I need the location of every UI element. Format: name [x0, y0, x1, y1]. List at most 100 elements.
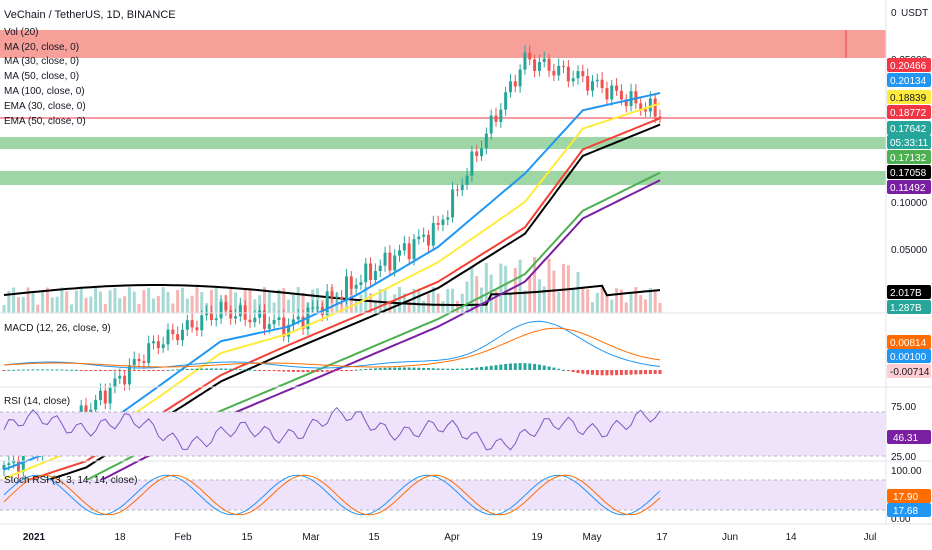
macd-histogram-bar — [590, 370, 594, 375]
stoch-k-tag-text: 17.90 — [893, 492, 918, 503]
candle-body — [562, 65, 566, 67]
macd-histogram-bar — [359, 369, 363, 371]
price-axis-zero: 0 — [891, 8, 897, 19]
volume-bar — [629, 292, 633, 313]
volume-bar — [422, 300, 426, 313]
candle-body — [354, 284, 358, 289]
volume-bar — [605, 294, 609, 313]
volume-bar — [287, 299, 291, 313]
support-zone — [0, 137, 886, 149]
macd-histogram-bar — [383, 367, 387, 370]
candle-body — [94, 399, 98, 410]
volume-bar — [132, 291, 136, 313]
indicator-label-ma30[interactable]: MA (30, close, 0) — [4, 56, 79, 67]
candle-body — [610, 85, 614, 100]
price-tag — [887, 105, 931, 119]
macd-histogram-bar — [311, 370, 315, 373]
candle-body — [118, 375, 122, 379]
candle-body — [557, 65, 561, 76]
macd-histogram-bar — [325, 370, 329, 372]
volume-bar — [383, 288, 387, 313]
indicator-label-ma50[interactable]: MA (50, close, 0) — [4, 71, 79, 82]
candle-body — [455, 189, 459, 191]
macd-histogram-bar — [470, 367, 474, 370]
rsi-tick: 25.00 — [891, 452, 916, 463]
currency-label[interactable]: USDT — [901, 8, 928, 19]
volume-bar — [417, 288, 421, 313]
volume-bar — [108, 290, 112, 313]
price-tick: 0.10000 — [891, 198, 928, 209]
stoch-rsi-label[interactable]: Stoch RSI (3, 3, 14, 14, close) — [4, 475, 137, 486]
macd-tag-text: 0.00814 — [890, 338, 927, 349]
volume-bar — [537, 279, 541, 313]
chart-title: VeChain / TetherUS, 1D, BINANCE — [4, 9, 176, 21]
price-tag — [887, 121, 931, 135]
candle-body — [190, 320, 194, 328]
macd-histogram-bar — [316, 370, 320, 372]
macd-histogram-bar — [547, 366, 551, 370]
volume-bar — [161, 287, 165, 313]
volume-bar — [644, 299, 648, 313]
macd-pane — [2, 320, 662, 376]
indicator-label-ema50[interactable]: EMA (50, close, 0) — [4, 116, 86, 127]
volume-bar — [398, 287, 402, 313]
volume-bar — [590, 302, 594, 313]
macd-histogram-bar — [335, 370, 339, 372]
stoch-k-tag — [887, 489, 931, 503]
volume-bar — [648, 288, 652, 313]
date-tick: 17 — [656, 532, 668, 543]
indicator-label-ema30[interactable]: EMA (30, close, 0) — [4, 101, 86, 112]
volume-layer — [2, 257, 662, 313]
macd-label[interactable]: MACD (12, 26, close, 9) — [4, 323, 111, 334]
rsi-label[interactable]: RSI (14, close) — [4, 396, 70, 407]
macd-histogram-bar — [615, 370, 619, 376]
macd-histogram-bar — [653, 370, 657, 374]
volume-bar — [12, 287, 16, 313]
macd-histogram-bar — [373, 368, 377, 370]
macd-histogram-bar — [171, 369, 175, 371]
date-tick: Jul — [864, 532, 877, 543]
candle-body — [103, 390, 107, 404]
macd-histogram-bar — [205, 368, 209, 370]
macd-histogram-bar — [475, 367, 479, 370]
price-tag-text: 0.18772 — [890, 108, 927, 119]
macd-histogram-bar — [306, 370, 310, 373]
candle-body — [180, 329, 184, 341]
macd-histogram-bar — [74, 369, 78, 371]
volume-bar — [26, 287, 30, 313]
macd-histogram-bar — [287, 370, 291, 372]
volume-bar — [74, 290, 78, 313]
macd-histogram-bar — [426, 368, 430, 370]
price-tag-text: 0.17132 — [890, 153, 927, 164]
volume-bar — [557, 292, 561, 313]
price-tag-text: 0.20134 — [890, 76, 927, 87]
candle-body — [571, 78, 575, 82]
macd-histogram-bar — [2, 370, 6, 371]
candle-body — [166, 329, 170, 345]
macd-histogram-bar — [619, 370, 623, 376]
macd-histogram-bar — [639, 370, 643, 375]
indicator-label-ma100[interactable]: MA (100, close, 0) — [4, 86, 85, 97]
indicator-label-ma20[interactable]: MA (20, close, 0) — [4, 42, 79, 53]
candle-body — [460, 184, 464, 191]
candle-body — [513, 81, 517, 87]
candle-body — [234, 316, 238, 319]
candle-body — [98, 390, 102, 400]
macd-histogram-bar — [94, 370, 98, 371]
candles-layer — [2, 45, 662, 479]
indicator-label-vol[interactable]: Vol (20) — [4, 27, 38, 38]
volume-bar — [123, 296, 127, 313]
date-tick: 14 — [785, 532, 797, 543]
candle-body — [209, 312, 213, 321]
macd-histogram-bar — [402, 367, 406, 370]
volume-bar — [7, 290, 11, 313]
macd-histogram-bar — [595, 370, 599, 376]
volume-bar — [262, 287, 266, 313]
stoch-rsi-pane — [0, 474, 886, 516]
candle-body — [316, 307, 320, 309]
macd-histogram-bar — [504, 363, 508, 370]
volume-bar — [431, 287, 435, 313]
candle-body — [595, 79, 599, 82]
rsi-tag — [887, 430, 931, 444]
